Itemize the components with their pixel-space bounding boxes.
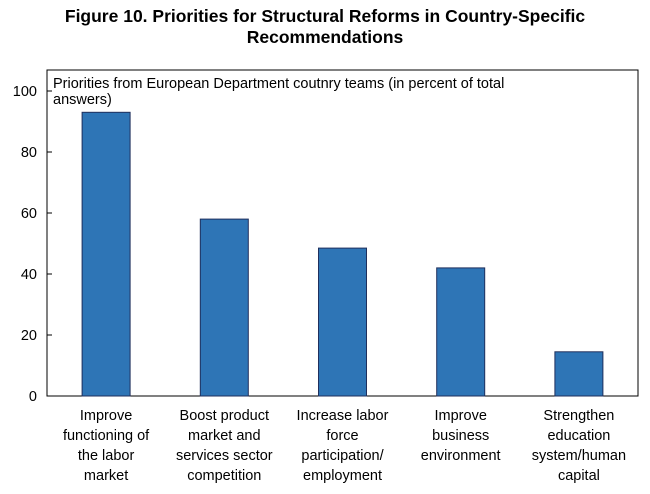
x-category-label-line: force [326,428,358,444]
x-category-label-line: Improve [80,408,132,424]
figure-title-line-2: Recommendations [246,27,404,47]
y-tick-label: 20 [21,328,37,344]
x-category-label-line: environment [421,448,501,464]
y-axis: 0 20 40 60 80 100 [13,84,52,405]
x-category-label-line: the labor [78,448,135,464]
bar-series [81,111,604,397]
bar [554,351,604,397]
figure-title: Figure 10. Priorities for Structural Ref… [0,6,650,48]
x-category-label-line: business [432,428,489,444]
x-category-label-line: market and [188,428,261,444]
x-category-label-line: functioning of [63,428,150,444]
x-category-label-line: competition [187,468,261,484]
y-tick-label: 40 [21,267,37,283]
x-category-label-line: employment [303,468,382,484]
bar [81,111,131,397]
y-tick-label: 0 [29,389,37,405]
figure-title-line-1: Figure 10. Priorities for Structural Ref… [64,6,586,26]
x-category-label-line: Improve [435,408,487,424]
y-tick-label: 60 [21,206,37,222]
x-category-label: Improve functioning of the labor market [63,408,150,484]
x-axis: Improve functioning of the labor market Boos… [63,408,626,484]
x-category-label-line: participation/ [301,448,384,464]
bar [436,267,486,397]
x-category-label: Strengthen education system/human capital [532,408,626,484]
chart-annotation-line: Priorities from European Department cout… [53,76,504,92]
x-category-label: Improve business environment [421,408,501,464]
bar [318,247,367,397]
y-tick-label: 100 [13,84,37,100]
chart-annotation: Priorities from European Department cout… [53,76,504,108]
x-category-label-line: Increase labor [297,408,389,424]
x-category-label: Boost product market and services sector co… [176,408,273,484]
y-tick-label: 80 [21,145,37,161]
bar [199,218,249,397]
x-category-label-line: services sector [176,448,273,464]
x-category-label-line: market [84,468,128,484]
x-category-label-line: Boost product [180,408,269,424]
chart-annotation-line: answers) [53,92,112,108]
x-category-label-line: capital [558,468,600,484]
x-category-label-line: education [547,428,610,444]
x-category-label-line: system/human [532,448,626,464]
x-category-label: Increase labor force participation/employm… [297,408,389,484]
x-category-label-line: Strengthen [543,408,614,424]
